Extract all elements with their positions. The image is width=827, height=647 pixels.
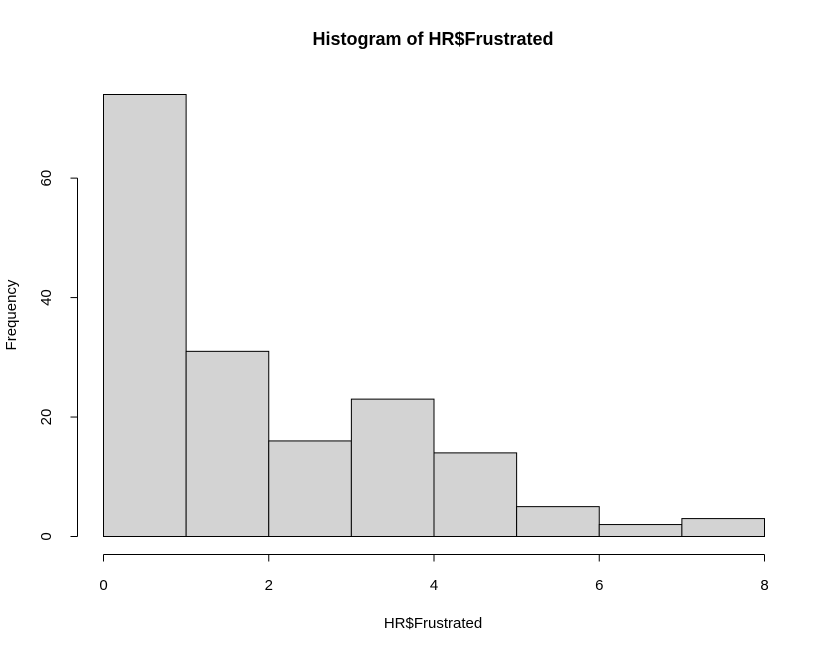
histogram-bar-3	[350, 398, 435, 537]
histogram-bar-2	[268, 440, 352, 537]
histogram-bar-5	[516, 506, 600, 537]
y-axis: 0 20 40 60	[38, 170, 78, 541]
histogram-bar-6	[598, 524, 683, 538]
y-tick-label: 20	[38, 409, 55, 426]
y-axis-label: Frequency	[3, 279, 20, 350]
x-tick-label: 4	[430, 577, 438, 594]
x-tick-label: 8	[760, 577, 768, 594]
chart-title: Histogram of HR$Frustrated	[312, 29, 553, 49]
histogram-bar-0	[103, 94, 187, 537]
x-tick-label: 0	[99, 577, 107, 594]
x-tick-label: 6	[595, 577, 603, 594]
histogram-bar-7	[681, 518, 765, 537]
histogram-bar-4	[433, 452, 518, 538]
y-tick-label: 40	[38, 289, 55, 306]
x-tick-label: 2	[265, 577, 273, 594]
y-tick-label: 60	[38, 170, 55, 187]
x-axis-label: HR$Frustrated	[384, 615, 482, 632]
histogram-bar-1	[185, 350, 270, 537]
x-axis: 0 2 4 6 8	[99, 554, 769, 594]
bars-group	[103, 94, 765, 538]
y-tick-label: 0	[38, 532, 55, 540]
